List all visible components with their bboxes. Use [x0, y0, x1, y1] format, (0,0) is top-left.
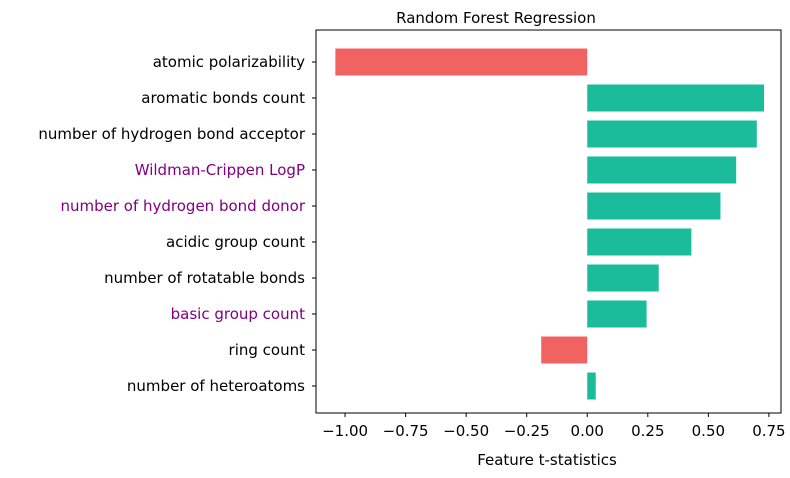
category-label: atomic polarizability — [153, 53, 305, 71]
x-tick-label: 0.00 — [571, 422, 604, 440]
x-tick-label: −0.50 — [443, 422, 489, 440]
chart-title: Random Forest Regression — [396, 9, 596, 27]
bar — [587, 264, 659, 292]
category-label: Wildman-Crippen LogP — [135, 161, 305, 179]
x-tick-label: 0.50 — [692, 422, 725, 440]
x-tick-label: −0.75 — [383, 422, 429, 440]
x-tick-label: 0.25 — [631, 422, 664, 440]
category-label: basic group count — [171, 305, 305, 323]
category-labels: atomic polarizability aromatic bonds coun… — [38, 53, 316, 395]
category-label: number of hydrogen bond acceptor — [38, 125, 305, 143]
plot-area-frame — [315, 29, 782, 414]
bars — [335, 48, 765, 400]
bar — [587, 84, 765, 112]
category-label: number of heteroatoms — [127, 377, 305, 395]
x-tick-label: 0.75 — [752, 422, 785, 440]
bar — [587, 372, 596, 400]
x-tick-label: −1.00 — [322, 422, 368, 440]
category-label: acidic group count — [166, 233, 305, 251]
x-tick-label: −0.25 — [504, 422, 550, 440]
bar — [587, 156, 737, 184]
x-ticks: −1.00 −0.75 −0.50 −0.25 0.00 0.25 0.50 0.75 — [322, 413, 786, 440]
bar — [587, 228, 692, 256]
bar — [587, 120, 757, 148]
category-label: number of hydrogen bond donor — [60, 197, 305, 215]
category-label: number of rotatable bonds — [104, 269, 305, 287]
bar — [335, 48, 588, 76]
x-axis-label: Feature t-statistics — [477, 451, 617, 469]
bar — [587, 192, 721, 220]
bar — [541, 336, 588, 364]
category-label: ring count — [229, 341, 306, 359]
bar — [587, 300, 647, 328]
category-label: aromatic bonds count — [141, 89, 305, 107]
